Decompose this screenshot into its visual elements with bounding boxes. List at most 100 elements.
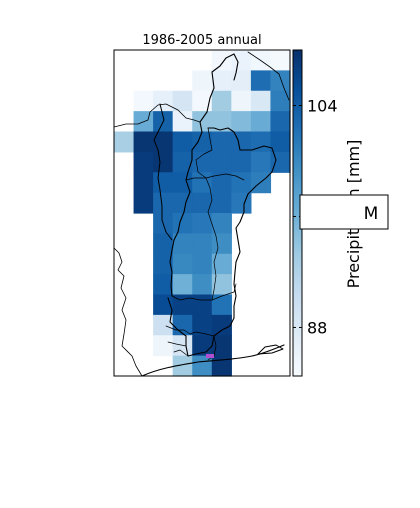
heatmap-cell xyxy=(172,90,193,112)
heatmap-cell xyxy=(192,274,213,296)
heatmap-cell xyxy=(231,151,252,173)
plot-frame xyxy=(113,49,291,377)
country-border-west xyxy=(113,247,143,377)
heatmap-cell xyxy=(231,172,252,194)
heatmap-cell xyxy=(211,131,232,153)
heatmap-cell xyxy=(172,253,193,275)
heatmap-cell xyxy=(133,192,154,214)
heatmap-cell xyxy=(172,335,193,357)
heatmap-cell xyxy=(153,274,174,296)
heatmap-cell xyxy=(231,70,252,92)
map-panel xyxy=(113,49,291,377)
heatmap-cell xyxy=(211,355,232,377)
annotation-box-frame xyxy=(299,194,389,230)
heatmap-cell xyxy=(133,90,154,112)
heatmap-cell xyxy=(211,335,232,357)
chart-title: 1986-2005 annual xyxy=(142,33,261,48)
heatmap-cell xyxy=(192,294,213,316)
heatmap-cell xyxy=(153,151,174,173)
heatmap-cell xyxy=(133,131,154,153)
lake-outline xyxy=(257,344,284,355)
region-outline-south xyxy=(167,283,237,357)
heatmap-cell xyxy=(172,314,193,336)
heatmap-cell xyxy=(172,151,193,173)
heatmap-cell xyxy=(211,151,232,173)
heatmap-cell xyxy=(211,90,232,112)
boundaries xyxy=(113,51,290,377)
heatmap-cell xyxy=(211,50,232,71)
heatmap-cell xyxy=(192,314,213,336)
heatmap-cell xyxy=(270,50,291,71)
internal-border-7 xyxy=(173,349,189,357)
internal-border-2 xyxy=(185,173,245,181)
heatmap-cell xyxy=(172,131,193,153)
heatmap-cell xyxy=(192,253,213,275)
heatmap-cell xyxy=(211,111,232,133)
heatmap-cell xyxy=(133,151,154,173)
heatmap-cells xyxy=(114,50,291,377)
heatmap-cell xyxy=(211,172,232,194)
heatmap-cell xyxy=(211,233,232,255)
coastline xyxy=(141,344,285,377)
internal-border-3 xyxy=(207,187,219,301)
heatmap-cell xyxy=(172,355,193,377)
heatmap-cell xyxy=(153,314,174,336)
heatmap-cell xyxy=(133,172,154,194)
heatmap-cell xyxy=(153,192,174,214)
heatmap-cell xyxy=(211,70,232,92)
heatmap-cell xyxy=(231,50,252,71)
heatmap-cell xyxy=(231,192,252,214)
heatmap-cell xyxy=(114,131,135,153)
heatmap-cell xyxy=(153,253,174,275)
heatmap-cell xyxy=(211,294,232,316)
heatmap-cell xyxy=(211,213,232,234)
heatmap-cell xyxy=(172,233,193,255)
country-border-northwest xyxy=(113,103,201,128)
heatmap-cell xyxy=(192,233,213,255)
heatmap-cell xyxy=(211,314,232,336)
region-outline-north xyxy=(199,53,239,123)
heatmap-cell xyxy=(192,70,213,92)
internal-border-5 xyxy=(165,325,215,337)
region-outline-east xyxy=(207,127,277,285)
heatmap-cell xyxy=(250,111,272,133)
heatmap-cell xyxy=(153,131,174,153)
heatmap-cell xyxy=(270,70,291,92)
internal-border-6 xyxy=(167,341,187,347)
heatmap-cell xyxy=(192,111,213,133)
heatmap-cell xyxy=(250,70,272,92)
heatmap-cell xyxy=(211,253,232,275)
internal-border-4 xyxy=(171,283,237,301)
heatmap-cell xyxy=(172,274,193,296)
region-outline-west xyxy=(169,121,203,297)
heatmap-cell xyxy=(192,90,213,112)
heatmap-cell xyxy=(192,192,213,214)
heatmap-cell xyxy=(270,90,291,112)
annotation-text: M xyxy=(364,204,379,224)
heatmap-cell xyxy=(172,111,193,133)
heatmap-cell xyxy=(250,151,272,173)
colorbar-tick-label: 88 xyxy=(307,318,327,337)
heatmap-cell xyxy=(211,274,232,296)
heatmap-cell xyxy=(231,131,252,153)
heatmap-cell xyxy=(192,131,213,153)
heatmap-cell xyxy=(172,213,193,234)
heatmap-cell xyxy=(270,131,291,153)
heatmap-cell xyxy=(153,335,174,357)
heatmap-cell xyxy=(172,192,193,214)
heatmap-cell xyxy=(153,233,174,255)
heatmap-cell xyxy=(270,111,291,133)
colorbar-gradient xyxy=(293,50,302,376)
annotation-box: M xyxy=(299,194,389,230)
heatmap-cell xyxy=(231,90,252,112)
heatmap-cell xyxy=(250,131,272,153)
heatmap-cell xyxy=(153,90,174,112)
heatmap-cell xyxy=(153,172,174,194)
heatmap-cell xyxy=(172,172,193,194)
coast-northeast xyxy=(247,51,290,101)
location-marker xyxy=(206,354,214,358)
heatmap-cell xyxy=(172,294,193,316)
heatmap-cell xyxy=(192,213,213,234)
heatmap-cell xyxy=(250,90,272,112)
